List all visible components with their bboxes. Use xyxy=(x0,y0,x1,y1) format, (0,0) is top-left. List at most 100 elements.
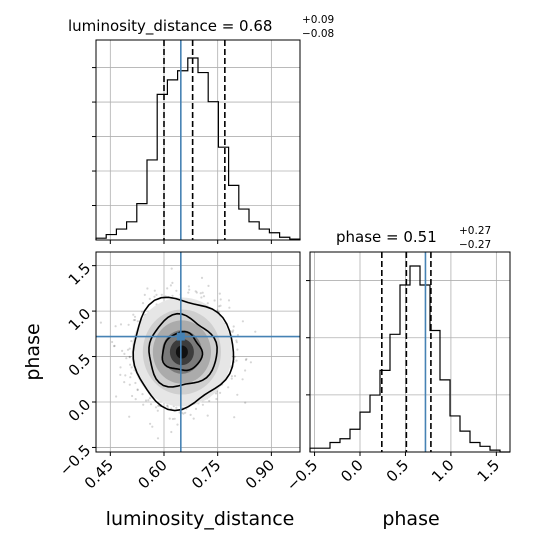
joint-sample-point xyxy=(171,417,174,421)
joint-sample-point xyxy=(170,430,173,434)
joint-sample-point xyxy=(206,302,209,305)
joint-sample-point xyxy=(233,374,237,378)
joint-sample-point xyxy=(168,417,171,420)
joint-sample-point xyxy=(141,302,145,305)
phase-histogram-panel: −0.5 0.0 0.5 1.0 1.5 xyxy=(283,251,511,495)
joint-sample-point xyxy=(230,377,233,380)
joint-sample-point xyxy=(249,361,252,364)
joint-sample-point xyxy=(166,287,169,290)
joint-sample-point xyxy=(123,352,126,355)
joint-sample-point xyxy=(202,295,206,298)
joint-sample-point xyxy=(128,383,131,386)
joint-sample-point xyxy=(115,395,118,398)
joint-sample-point xyxy=(192,417,195,420)
joint-sample-point xyxy=(184,411,187,414)
joint-sample-point xyxy=(173,417,176,420)
joint-sample-point xyxy=(233,416,236,419)
joint-sample-point xyxy=(219,304,222,307)
joint-sample-point xyxy=(199,292,202,295)
luminosity-distance-title: luminosity_distance = 0.68 xyxy=(68,17,272,36)
phase-title: phase = 0.51 xyxy=(336,228,437,246)
joint-sample-point xyxy=(147,399,150,402)
joint-sample-point xyxy=(132,313,135,316)
phase-y-tick-label: 0.0 xyxy=(65,396,95,426)
joint-sample-point xyxy=(151,425,154,428)
joint-sample-point xyxy=(170,267,173,270)
joint-sample-point xyxy=(153,289,156,292)
top-panel-frame xyxy=(95,39,301,241)
joint-sample-point xyxy=(254,330,257,333)
joint-sample-point xyxy=(201,403,204,406)
luminosity-distance-x-tick-label: 0.90 xyxy=(242,456,278,492)
joint-sample-point xyxy=(134,318,137,322)
joint-contour-line xyxy=(148,312,218,388)
joint-contour-line xyxy=(132,296,235,412)
luminosity-distance-title-lower-error: −0.08 xyxy=(302,28,334,40)
joint-sample-point xyxy=(214,392,218,395)
joint-sample-point xyxy=(228,306,231,309)
phase-title-lower-error: −0.27 xyxy=(459,239,491,251)
joint-sample-point xyxy=(236,348,239,351)
joint-sample-point xyxy=(216,309,219,312)
joint-sample-point xyxy=(245,357,248,361)
joint-sample-point xyxy=(235,339,238,342)
joint-sample-point xyxy=(129,363,132,366)
y-axis-label-phase: phase xyxy=(22,323,44,380)
joint-sample-point xyxy=(128,347,131,350)
joint-sample-point xyxy=(127,323,130,326)
luminosity-distance-x-tick-label: 0.75 xyxy=(188,456,224,492)
joint-sample-point xyxy=(99,321,102,324)
joint-sample-point xyxy=(200,296,203,299)
joint-sample-point xyxy=(146,287,149,290)
joint-sample-point xyxy=(219,298,222,301)
luminosity-distance-histogram xyxy=(95,57,301,240)
joint-sample-point xyxy=(154,406,158,409)
joint-sample-point xyxy=(171,281,174,284)
joint-sample-point xyxy=(123,381,126,384)
joint-sample-point xyxy=(160,293,163,296)
joint-sample-point xyxy=(119,373,122,376)
phase-y-tick-label: 1.5 xyxy=(65,259,95,289)
joint-sample-point xyxy=(206,414,209,417)
joint-sample-point xyxy=(230,375,233,378)
joint-sample-point xyxy=(130,340,133,343)
joint-density-panel: 0.45 0.60 0.75 0.90−0.50.00.51.01.5 xyxy=(56,251,301,492)
joint-sample-point xyxy=(227,299,231,302)
joint-sample-point xyxy=(131,394,134,398)
joint-sample-point xyxy=(144,399,148,402)
phase-y-tick-label: 1.0 xyxy=(65,305,95,335)
joint-sample-point xyxy=(128,356,131,359)
joint-sample-point xyxy=(171,294,174,297)
joint-sample-point xyxy=(200,276,204,279)
joint-sample-point xyxy=(194,407,198,410)
joint-sample-point xyxy=(219,391,222,394)
joint-sample-point xyxy=(167,453,169,455)
joint-sample-point xyxy=(157,404,160,407)
joint-sample-point xyxy=(201,291,204,294)
joint-sample-point xyxy=(244,369,247,372)
joint-sample-point xyxy=(149,422,152,425)
joint-sample-point xyxy=(130,366,133,369)
joint-sample-point xyxy=(134,398,137,401)
x-axis-label-luminosity-distance: luminosity_distance xyxy=(106,508,295,530)
joint-sample-point xyxy=(235,341,238,344)
joint-sample-point xyxy=(126,348,130,351)
joint-sample-point xyxy=(244,401,247,404)
joint-sample-point xyxy=(133,315,137,318)
joint-content xyxy=(93,267,257,455)
joint-sample-point xyxy=(134,381,137,385)
joint-sample-point xyxy=(182,412,185,415)
joint-sample-point xyxy=(136,320,139,323)
joint-sample-point xyxy=(148,397,151,400)
joint-contour-line xyxy=(161,330,204,372)
joint-sample-point xyxy=(194,290,197,293)
luminosity-distance-x-tick-label: 0.60 xyxy=(134,456,170,492)
phase-x-tick-label: 0.0 xyxy=(337,456,367,486)
joint-sample-point xyxy=(189,413,192,416)
joint-sample-point xyxy=(114,325,117,328)
joint-sample-point xyxy=(93,347,95,349)
joint-sample-point xyxy=(166,405,169,408)
joint-sample-point xyxy=(169,284,172,287)
joint-sample-point xyxy=(119,323,123,326)
